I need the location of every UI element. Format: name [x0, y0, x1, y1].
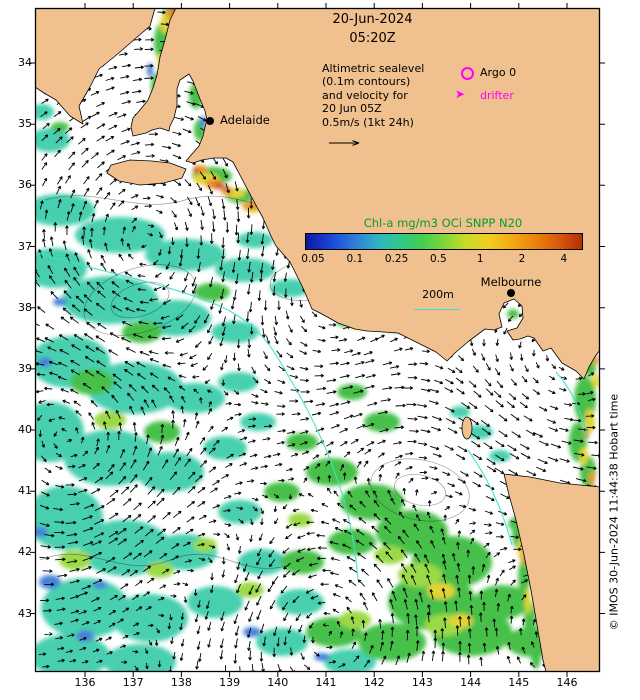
- drifter-arrow-icon: ➤: [455, 87, 466, 101]
- colorbar-tick-label: 0.5: [430, 253, 447, 265]
- lat-tick-label: 38: [18, 300, 32, 314]
- lat-tick-label: 37: [18, 239, 32, 253]
- colorbar-tick-label: 4: [560, 253, 568, 265]
- annotation-line: (0.1m contours): [322, 75, 411, 89]
- argo-float-icon: [461, 67, 474, 80]
- lon-tick-label: 139: [219, 676, 241, 689]
- lat-tick-label: 34: [18, 56, 32, 69]
- isobath-legend-label: 200m: [422, 288, 454, 301]
- colorbar-tick-label: 1: [476, 253, 484, 265]
- map-title-time: 05:20Z: [349, 31, 396, 46]
- lon-tick-label: 138: [170, 676, 192, 689]
- lat-tick-label: 40: [18, 423, 32, 437]
- lat-tick-label: 39: [18, 361, 32, 375]
- lon-tick-label: 140: [267, 676, 289, 689]
- lat-tick-label: 35: [18, 117, 32, 131]
- lon-tick-label: 142: [363, 676, 385, 689]
- colorbar-tick-label: 0.1: [346, 253, 364, 265]
- city-label-melbourne: Melbourne: [480, 275, 542, 289]
- isobath-legend-line: [414, 309, 460, 310]
- map-title-date: 20-Jun-2024: [332, 12, 413, 27]
- lat-tick-label: 42: [18, 545, 32, 559]
- lat-tick-label: 36: [18, 178, 32, 192]
- city-label-adelaide: Adelaide: [220, 113, 270, 127]
- colorbar-title: Chl-a mg/m3 OCi SNPP N20: [363, 216, 523, 230]
- argo-legend-label: Argo 0: [480, 66, 517, 79]
- lon-tick-label: 141: [315, 676, 337, 689]
- colorbar-tick-label: 0.05: [301, 253, 325, 265]
- lon-tick-label: 136: [74, 676, 96, 689]
- drifter-legend-label: drifter: [480, 89, 514, 102]
- annotation-block: Altimetric sealevel (0.1m contours) and ve…: [322, 62, 424, 129]
- annotation-line: and velocity for: [322, 88, 408, 102]
- colorbar-tick-label: 2: [518, 253, 526, 265]
- credit-text: © IMOS 30-Jun-2024 11:44:38 Hobart time: [607, 393, 621, 631]
- lon-tick-label: 146: [556, 676, 578, 689]
- annotation-line: 20 Jun 05Z: [322, 102, 382, 116]
- lat-tick-label: 43: [18, 606, 32, 620]
- lon-tick-label: 143: [411, 676, 433, 689]
- velocity-scale-arrow: [327, 133, 369, 152]
- lat-tick-label: 41: [18, 484, 32, 498]
- lon-tick-label: 145: [508, 676, 530, 689]
- colorbar-tick-label: 0.25: [384, 253, 409, 265]
- annotation-line: 0.5m/s (1kt 24h): [322, 115, 414, 129]
- lon-tick-label: 144: [460, 676, 482, 689]
- lon-tick-label: 137: [122, 676, 144, 689]
- annotation-line: Altimetric sealevel: [322, 62, 425, 75]
- colorbar: [305, 233, 583, 250]
